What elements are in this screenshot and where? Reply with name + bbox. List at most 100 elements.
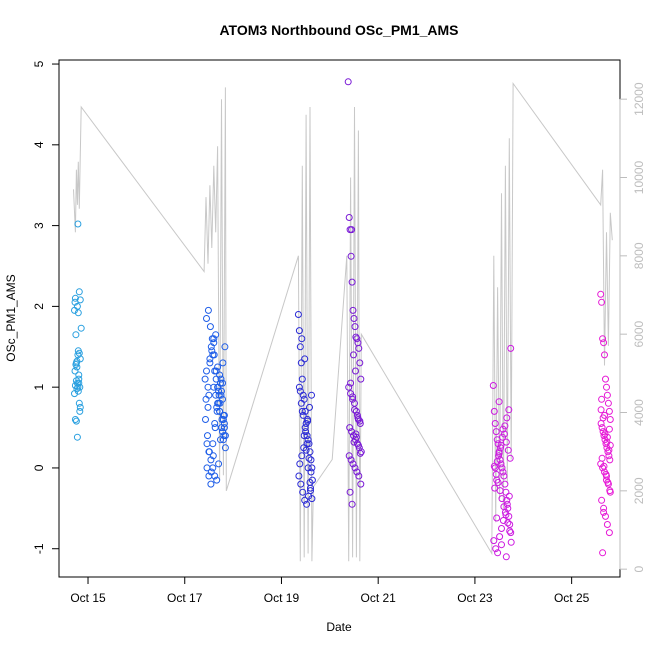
data-point [212,391,220,399]
data-point [296,343,304,351]
data-point [306,448,314,456]
data-point [347,456,355,464]
data-point [497,460,505,468]
data-point [75,399,83,407]
data-point [353,440,361,448]
data-point [300,432,308,440]
data-point [500,503,508,511]
data-point [505,492,513,500]
data-point [603,383,610,391]
data-point [219,428,226,436]
data-point [305,440,313,448]
data-point [296,460,304,468]
data-point [357,448,365,456]
data-point [605,446,613,454]
right-y-tick-label: 4000 [632,399,646,426]
data-point [600,339,608,347]
data-point [295,383,303,391]
data-point [356,417,364,425]
data-point [347,379,355,387]
gray-line-layer [73,81,613,562]
data-point [308,495,316,503]
data-point [294,311,302,318]
data-point [300,444,308,452]
data-point [352,430,360,438]
left-y-axis: -1 0 1 2 3 4 5 [32,60,60,554]
data-point [349,460,357,468]
data-point [217,379,224,387]
data-point [502,553,510,561]
y-tick-label: 5 [32,60,46,67]
data-point [598,424,606,432]
data-point [295,327,303,335]
data-point [603,433,611,441]
data-point [204,306,212,314]
data-point [206,355,214,363]
data-point [219,359,227,367]
data-point [298,375,306,383]
data-point [217,436,224,444]
data-point [507,344,515,352]
data-point [299,488,307,496]
data-point [605,529,613,537]
y-tick-label: 1 [32,384,46,391]
data-point [351,464,359,472]
data-point [604,448,612,456]
data-point [303,440,311,448]
data-point [356,359,364,367]
data-point [210,339,218,347]
data-point [71,294,79,302]
data-point [71,416,79,423]
data-point [356,449,364,457]
data-point [210,351,218,359]
data-point [497,441,505,449]
data-point [202,395,210,403]
data-point [598,496,606,504]
data-point [307,487,314,495]
data-point [489,382,497,389]
data-point [496,533,504,541]
data-point [507,538,515,546]
data-point [75,288,83,296]
x-axis: Oct 15 Oct 17 Oct 19 Oct 21 Oct 23 Oct 25 [70,576,590,605]
data-point [308,464,316,472]
data-point [299,411,307,419]
data-point [603,391,611,399]
right-y-tick-label: 6000 [632,320,646,347]
data-point [602,512,609,520]
data-point [220,424,228,432]
chart-title: ATOM3 Northbound OSc_PM1_AMS [219,22,458,38]
data-point [599,335,607,343]
data-point [210,383,218,391]
data-point [206,323,214,331]
data-point [208,335,216,343]
y-tick-label: 2 [32,303,46,310]
data-point [302,446,310,454]
data-point [357,375,365,383]
data-point [493,514,501,522]
data-point [598,298,606,306]
data-point [498,541,505,549]
data-point [351,406,358,414]
data-point [349,306,357,314]
data-point [73,433,81,441]
data-point [207,480,215,488]
y-tick-label: 4 [32,141,46,148]
data-point [74,309,82,317]
data-point [297,399,305,407]
data-point [493,458,501,465]
data-point [201,375,209,383]
data-point [501,480,509,488]
data-point [303,500,311,508]
data-point [603,476,610,484]
data-point [205,472,213,480]
data-point [306,479,314,486]
data-point [220,411,228,419]
data-point [352,433,360,441]
data-point [352,407,360,415]
data-point [212,367,220,375]
x-tick-label: Oct 25 [554,591,590,605]
data-point [295,472,303,480]
data-point [345,383,353,391]
